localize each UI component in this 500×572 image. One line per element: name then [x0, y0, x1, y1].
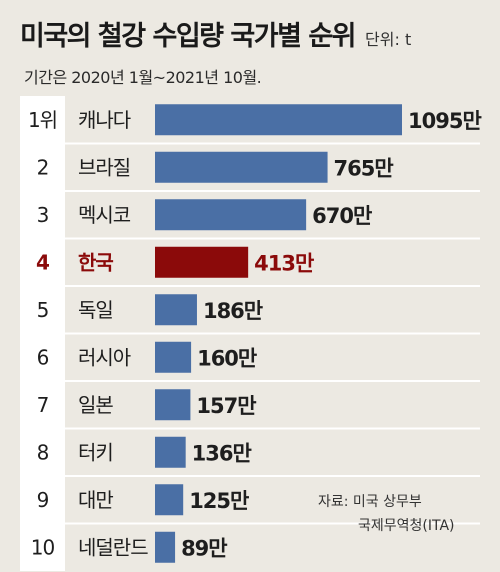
- country-label: 멕시코: [78, 203, 131, 227]
- bar: [155, 389, 191, 421]
- chart-subtitle: 기간은 2020년 1월~2021년 10월.: [24, 68, 262, 87]
- source-line-2: 국제무역청(ITA): [358, 518, 455, 534]
- rank-label: 6: [37, 345, 49, 369]
- rank-label: 2: [37, 155, 49, 179]
- source-line-1: 자료: 미국 상무부: [318, 494, 422, 510]
- country-label: 네덜란드: [78, 535, 148, 559]
- rank-label: 5: [37, 298, 49, 322]
- bar: [155, 104, 402, 136]
- unit-label: 단위: t: [365, 30, 412, 49]
- value-label: 413만: [254, 251, 314, 275]
- rank-label: 3: [37, 203, 49, 227]
- country-label: 독일: [78, 298, 113, 322]
- bar: [155, 199, 307, 231]
- bar: [155, 484, 184, 516]
- value-label: 765만: [334, 156, 394, 180]
- country-label: 한국: [78, 250, 113, 274]
- source-note: 자료: 미국 상무부 국제무역청(ITA): [318, 490, 455, 538]
- value-label: 186만: [203, 299, 263, 323]
- bar: [155, 151, 328, 183]
- value-label: 89만: [181, 536, 227, 560]
- value-label: 136만: [192, 441, 252, 465]
- rank-label: 10: [31, 535, 55, 559]
- country-label: 대만: [78, 488, 113, 512]
- country-label: 일본: [78, 393, 113, 417]
- country-label: 캐나다: [78, 108, 131, 132]
- bar: [155, 436, 186, 468]
- rank-label: 9: [37, 488, 49, 512]
- country-label: 브라질: [78, 155, 130, 179]
- value-label: 670만: [312, 204, 372, 228]
- title-line: 미국의 철강 수입량 국가별 순위 단위: t: [20, 14, 411, 53]
- rank-label: 1위: [28, 108, 57, 132]
- country-label: 러시아: [78, 345, 131, 369]
- rank-label: 8: [37, 440, 49, 464]
- value-label: 160만: [197, 346, 257, 370]
- bar: [155, 246, 249, 278]
- value-label: 157만: [196, 394, 256, 418]
- value-label: 1095만: [408, 109, 481, 133]
- bar: [155, 294, 197, 326]
- bar: [155, 341, 192, 373]
- rank-label: 7: [37, 393, 49, 417]
- bar: [155, 531, 176, 563]
- country-label: 터키: [78, 440, 113, 464]
- rank-label: 4: [36, 250, 49, 274]
- value-label: 125만: [189, 489, 249, 513]
- chart-title: 미국의 철강 수입량 국가별 순위: [20, 21, 357, 52]
